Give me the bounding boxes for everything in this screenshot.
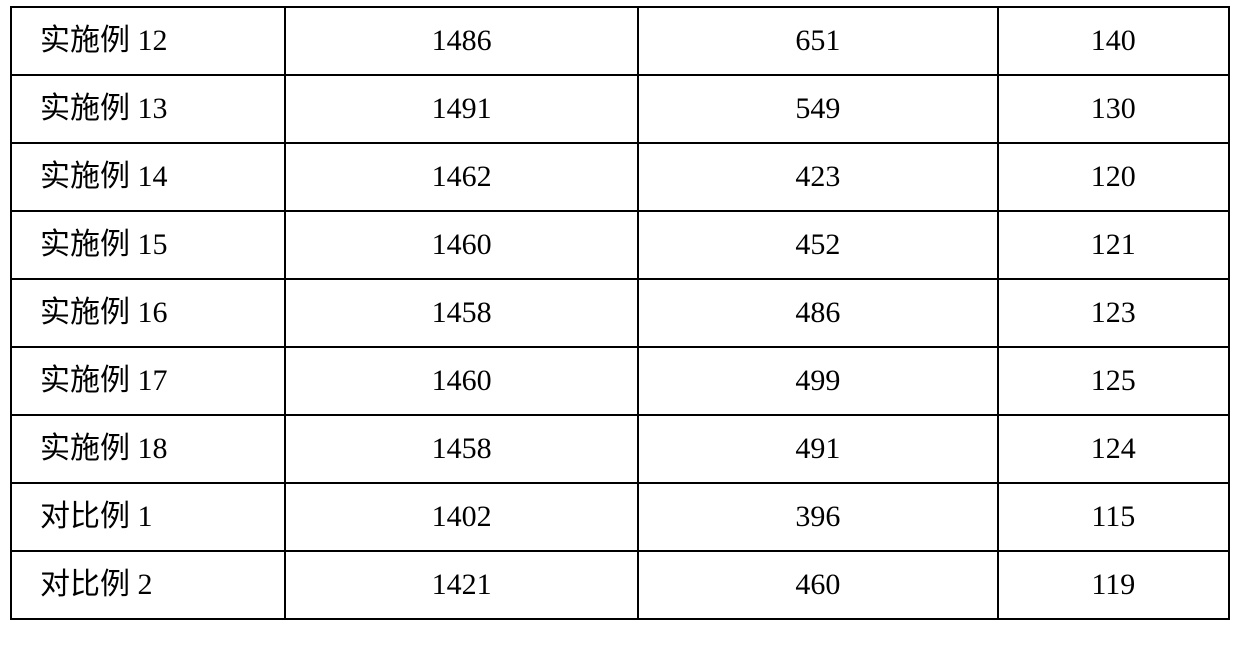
cell-value: 123	[998, 279, 1229, 347]
row-label: 对比例 2	[11, 551, 285, 619]
table-row: 实施例 15 1460 452 121	[11, 211, 1229, 279]
cell-value: 452	[638, 211, 997, 279]
table-row: 实施例 18 1458 491 124	[11, 415, 1229, 483]
row-label: 对比例 1	[11, 483, 285, 551]
cell-value: 140	[998, 7, 1229, 75]
cell-value: 549	[638, 75, 997, 143]
cell-value: 1458	[285, 415, 638, 483]
row-label: 实施例 18	[11, 415, 285, 483]
cell-value: 486	[638, 279, 997, 347]
cell-value: 1486	[285, 7, 638, 75]
cell-value: 1458	[285, 279, 638, 347]
cell-value: 1491	[285, 75, 638, 143]
table-row: 对比例 1 1402 396 115	[11, 483, 1229, 551]
cell-value: 1460	[285, 347, 638, 415]
table-row: 对比例 2 1421 460 119	[11, 551, 1229, 619]
cell-value: 120	[998, 143, 1229, 211]
row-label: 实施例 14	[11, 143, 285, 211]
data-table: 实施例 12 1486 651 140 实施例 13 1491 549 130 …	[10, 6, 1230, 620]
row-label: 实施例 15	[11, 211, 285, 279]
cell-value: 1462	[285, 143, 638, 211]
cell-value: 1421	[285, 551, 638, 619]
row-label: 实施例 16	[11, 279, 285, 347]
cell-value: 130	[998, 75, 1229, 143]
table-row: 实施例 16 1458 486 123	[11, 279, 1229, 347]
cell-value: 423	[638, 143, 997, 211]
table-row: 实施例 13 1491 549 130	[11, 75, 1229, 143]
cell-value: 1402	[285, 483, 638, 551]
cell-value: 396	[638, 483, 997, 551]
row-label: 实施例 17	[11, 347, 285, 415]
cell-value: 121	[998, 211, 1229, 279]
cell-value: 1460	[285, 211, 638, 279]
cell-value: 651	[638, 7, 997, 75]
table-row: 实施例 12 1486 651 140	[11, 7, 1229, 75]
row-label: 实施例 13	[11, 75, 285, 143]
cell-value: 491	[638, 415, 997, 483]
table-row: 实施例 14 1462 423 120	[11, 143, 1229, 211]
cell-value: 119	[998, 551, 1229, 619]
cell-value: 125	[998, 347, 1229, 415]
cell-value: 499	[638, 347, 997, 415]
table-container: 实施例 12 1486 651 140 实施例 13 1491 549 130 …	[0, 0, 1240, 628]
cell-value: 124	[998, 415, 1229, 483]
table-row: 实施例 17 1460 499 125	[11, 347, 1229, 415]
cell-value: 460	[638, 551, 997, 619]
cell-value: 115	[998, 483, 1229, 551]
row-label: 实施例 12	[11, 7, 285, 75]
